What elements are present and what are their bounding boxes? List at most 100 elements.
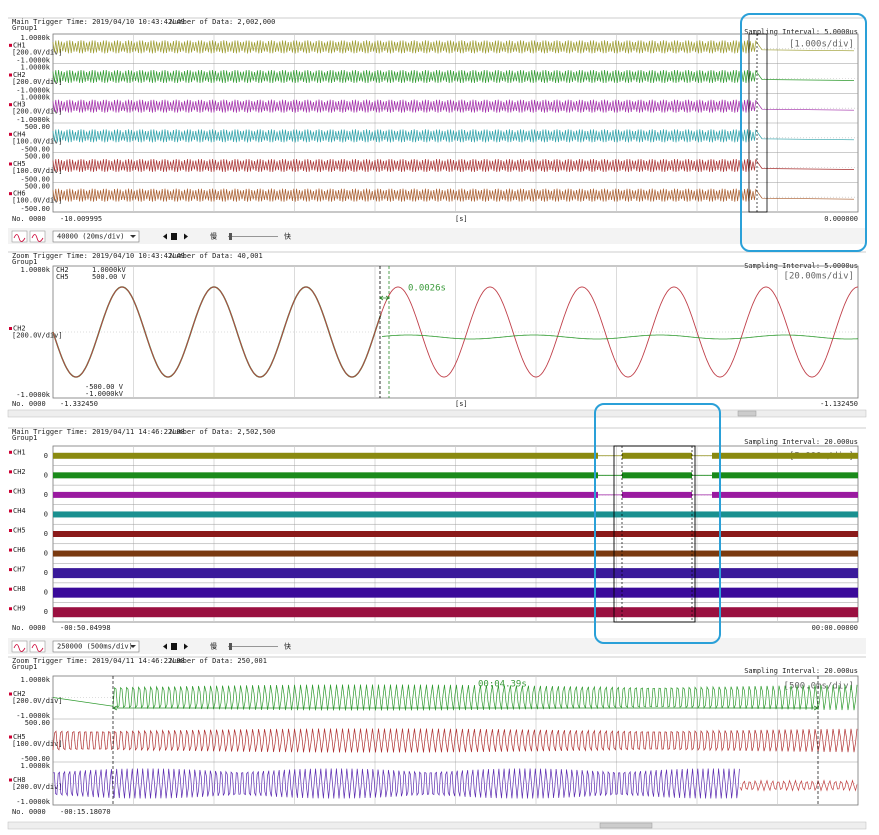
- channel-name: CH2: [13, 690, 26, 698]
- scroll-bar-1[interactable]: [7, 409, 867, 418]
- channel-marker: [9, 509, 12, 513]
- channel-zero: 0: [44, 550, 48, 558]
- channel-zero: 0: [44, 471, 48, 479]
- zoom-value: 40000 (20ms/div): [57, 233, 124, 241]
- scale-top: 1.0000k: [20, 34, 50, 42]
- channel-marker: [9, 607, 12, 611]
- zoom-select[interactable]: [52, 640, 140, 653]
- highlight-box: [594, 403, 721, 644]
- wave-tool-button[interactable]: [11, 640, 28, 653]
- footer-end: 0.000000: [824, 215, 858, 223]
- legend-name: CH5: [56, 273, 69, 281]
- stop-button[interactable]: [171, 233, 177, 240]
- channel-scale: [100.0V/div]: [12, 197, 63, 205]
- legend-range: 1.0000kV: [92, 266, 127, 274]
- wave-tool-icon: [31, 234, 44, 242]
- channel-scale: [200.0V/div]: [12, 783, 63, 791]
- channel-marker: [9, 470, 12, 474]
- prev-button[interactable]: [163, 643, 167, 650]
- stop-button[interactable]: [171, 643, 177, 650]
- waveform: [381, 334, 858, 340]
- signal-band: [53, 531, 858, 537]
- group-label: Group1: [12, 663, 37, 671]
- footer-no: No. 0000: [12, 808, 46, 816]
- channel-name: CH5: [13, 527, 26, 535]
- channel-marker: [9, 778, 12, 782]
- scale-bottom: -1.0000k: [16, 57, 51, 65]
- sampling-interval: Sampling Interval: 20.000us: [744, 438, 858, 446]
- footer-start: -1.332450: [60, 400, 98, 408]
- scale-bottom: -500.00: [20, 175, 50, 183]
- channel-name: CH8: [13, 585, 26, 593]
- wave-tool-button[interactable]: [29, 230, 46, 243]
- data-count: Number of Data: 2,002,000: [170, 18, 275, 26]
- waveform: [52, 99, 855, 113]
- legend-name: CH2: [56, 266, 69, 274]
- data-count: Number of Data: 2,502,500: [170, 428, 275, 436]
- scale-bottom: -500.00: [20, 146, 50, 154]
- waveform: [52, 728, 858, 753]
- select-arrow: [130, 235, 136, 238]
- channel-marker: [9, 529, 12, 532]
- wave-tool-button[interactable]: [29, 640, 46, 653]
- sampling-interval: Sampling Interval: 5.0000us: [744, 28, 858, 36]
- footer-end: -1.132450: [820, 400, 858, 408]
- next-button[interactable]: [184, 233, 188, 240]
- footer-start: -10.009995: [60, 215, 102, 223]
- channel-marker: [9, 735, 12, 739]
- speed-thumb[interactable]: [229, 233, 232, 240]
- scale-top: 1.0000k: [20, 266, 50, 274]
- waveform: [52, 69, 855, 84]
- waveform: [52, 286, 859, 378]
- channel-name: CH3: [13, 487, 26, 495]
- div-label: [1.000s/div]: [789, 40, 854, 50]
- scale-top: 1.0000k: [20, 762, 50, 770]
- scale-top: 500.00: [25, 182, 50, 190]
- select-arrow: [130, 645, 136, 648]
- zoom-select[interactable]: [52, 230, 140, 243]
- trigger-time: Main Trigger Time: 2019/04/10 10:43:42.4…: [12, 18, 185, 26]
- channel-name: CH1: [13, 41, 26, 49]
- signal-band: [53, 607, 858, 618]
- signal-band: [53, 511, 858, 518]
- toolbar: [8, 228, 866, 244]
- scale-top: 500.00: [25, 153, 50, 161]
- signal-band: [53, 491, 598, 498]
- speed-thumb[interactable]: [229, 643, 232, 650]
- channel-marker: [9, 489, 12, 493]
- footer-start: -00:50.04998: [60, 624, 111, 632]
- channel-marker: [9, 132, 12, 136]
- prev-button[interactable]: [163, 233, 167, 240]
- scroll-thumb[interactable]: [737, 410, 757, 417]
- channel-zero: 0: [44, 608, 48, 616]
- scale-bottom: -1.0000k: [16, 712, 51, 720]
- footer-no: No. 0000: [12, 215, 46, 223]
- wave-tool-button[interactable]: [11, 230, 28, 243]
- signal-band: [53, 568, 858, 579]
- waveform: [52, 768, 740, 799]
- footer-end: 00:00.00000: [812, 624, 858, 632]
- data-count: Number of Data: 250,001: [170, 657, 267, 665]
- trigger-time: Main Trigger Time: 2019/04/11 14:46:22.0…: [12, 428, 185, 436]
- scale-top: 500.00: [25, 719, 50, 727]
- channel-scale: [200.0V/div]: [12, 78, 63, 86]
- channel-name: CH2: [13, 468, 26, 476]
- speed-fast: 快: [284, 642, 291, 651]
- channel-marker: [9, 103, 12, 107]
- scale-top: 1.0000k: [20, 676, 50, 684]
- channel-name: CH5: [13, 160, 26, 168]
- scroll-bar-2[interactable]: [7, 821, 867, 830]
- sampling-interval: Sampling Interval: 20.000us: [744, 667, 858, 675]
- footer-no: No. 0000: [12, 400, 46, 408]
- trigger-time: Zoom Trigger Time: 2019/04/10 10:43:42.4…: [12, 252, 185, 260]
- scale-bottom: -1.0000k: [16, 391, 51, 399]
- scale-top: 500.00: [25, 123, 50, 131]
- scale-top: 1.0000k: [20, 93, 50, 101]
- next-button[interactable]: [184, 643, 188, 650]
- scroll-thumb[interactable]: [599, 822, 653, 829]
- group-label: Group1: [12, 258, 37, 266]
- trigger-time: Zoom Trigger Time: 2019/04/11 14:46:22.0…: [12, 657, 185, 665]
- channel-scale: [200.0V/div]: [12, 48, 63, 56]
- scale-bottom: -1.0000k: [16, 116, 51, 124]
- channel-zero: 0: [44, 589, 48, 597]
